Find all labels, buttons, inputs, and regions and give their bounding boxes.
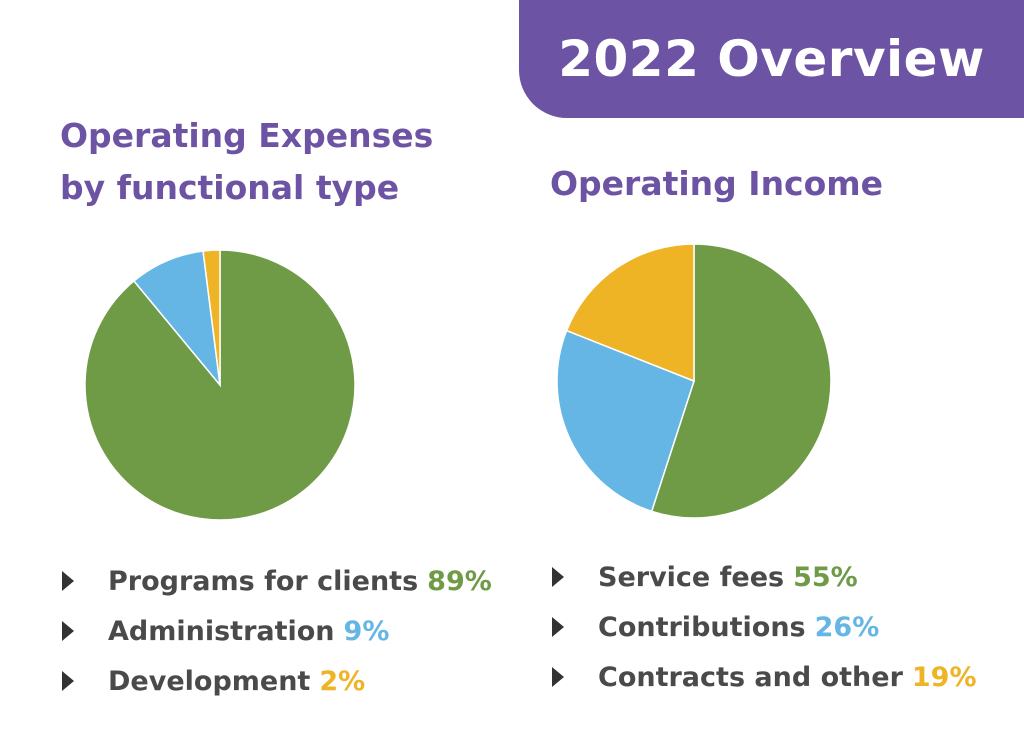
- legend-item: Service fees 55%: [552, 552, 977, 602]
- triangle-right-bullet-icon: [62, 621, 74, 641]
- legend-percent: 55%: [793, 561, 858, 593]
- legend-percent: 26%: [814, 611, 880, 643]
- legend-expenses: Programs for clients 89% Administration …: [62, 556, 492, 706]
- chart-title-line: Operating Expenses: [60, 116, 434, 155]
- legend-label: Service fees: [598, 561, 785, 593]
- legend-label: Administration: [108, 615, 335, 647]
- legend-label: Contributions: [598, 611, 806, 643]
- pie-slice-contracts-and-other: [565, 243, 695, 383]
- pie-chart-income: [556, 243, 832, 519]
- triangle-right-bullet-icon: [62, 671, 74, 691]
- chart-title-income: Operating Income: [550, 158, 990, 210]
- legend-item: Programs for clients 89%: [62, 556, 492, 606]
- pie-slice-development: [202, 249, 221, 386]
- pie-slice-contributions: [556, 329, 695, 513]
- legend-label: Contracts and other: [598, 661, 903, 693]
- legend-income: Service fees 55% Contributions 26% Contr…: [552, 552, 977, 702]
- legend-item: Contributions 26%: [552, 602, 977, 652]
- pie-slice-service-fees: [650, 243, 832, 519]
- legend-percent: 19%: [911, 661, 977, 693]
- legend-item: Contracts and other 19%: [552, 652, 977, 702]
- chart-title-expenses: Operating Expenses by functional type: [60, 110, 500, 214]
- legend-label: Development: [108, 665, 311, 697]
- legend-item: Development 2%: [62, 656, 492, 706]
- pie-chart-expenses: [84, 249, 356, 521]
- triangle-right-bullet-icon: [62, 571, 74, 591]
- legend-item: Administration 9%: [62, 606, 492, 656]
- legend-percent: 2%: [319, 665, 366, 697]
- triangle-right-bullet-icon: [552, 617, 564, 637]
- legend-label: Programs for clients: [108, 565, 419, 597]
- legend-percent: 9%: [343, 615, 390, 647]
- legend-percent: 89%: [427, 565, 492, 597]
- overview-banner: 2022 Overview: [519, 0, 1024, 118]
- banner-title: 2022 Overview: [558, 30, 985, 88]
- chart-title-line: by functional type: [60, 168, 400, 207]
- triangle-right-bullet-icon: [552, 667, 564, 687]
- triangle-right-bullet-icon: [552, 567, 564, 587]
- chart-title-line: Operating Income: [550, 164, 884, 203]
